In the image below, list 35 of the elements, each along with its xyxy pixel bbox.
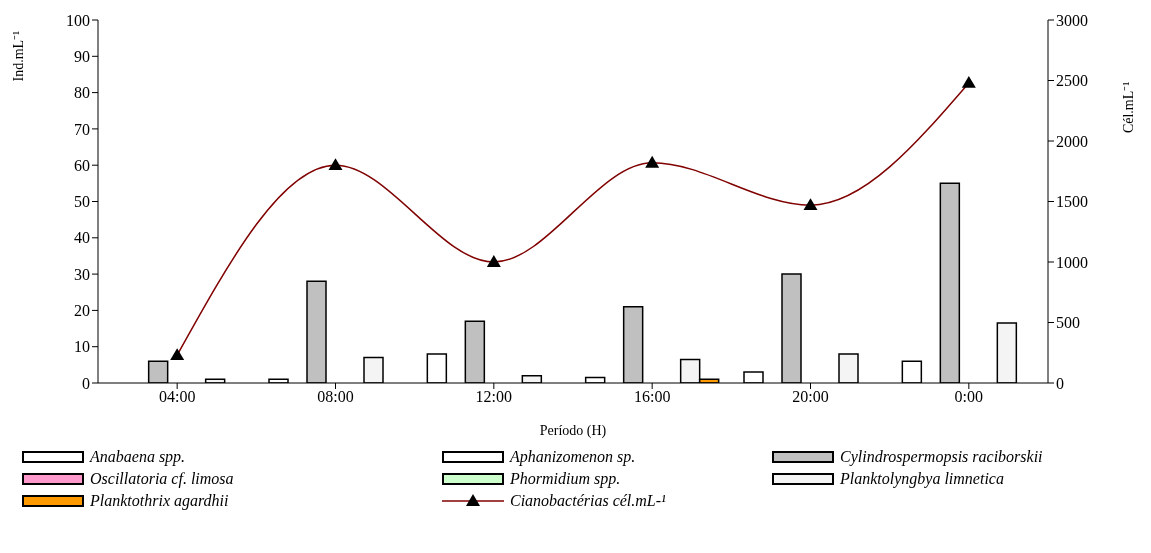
legend-label: Planktolyngbya limnetica — [840, 470, 1004, 488]
y-tick-label: 90 — [74, 47, 90, 65]
x-tick-label: 12:00 — [475, 388, 513, 406]
legend-label: Cylindrospermopsis raciborskii — [840, 448, 1043, 466]
y2-tick-label: 1500 — [1056, 193, 1088, 211]
legend-label: Planktothrix agardhii — [90, 492, 229, 510]
y-tick-label: 10 — [74, 338, 90, 356]
y-tick-label: 0 — [82, 374, 90, 392]
y-tick-label: 50 — [74, 193, 90, 211]
x-tick-label: 20:00 — [792, 388, 829, 406]
legend-label: Oscillatoria cf. limosa — [90, 470, 234, 488]
y-tick-label: 80 — [74, 84, 90, 102]
legend-label: Aphanizomenon sp. — [510, 448, 636, 466]
y-tick-label: 70 — [74, 120, 90, 138]
y2-tick-label: 0 — [1056, 374, 1064, 392]
y2-tick-label: 2000 — [1056, 132, 1088, 150]
legend-label: Phormidium spp. — [510, 470, 621, 488]
y-axis-title: Ind.mL⁻¹ — [10, 30, 26, 82]
y-tick-label: 40 — [74, 229, 90, 247]
y2-tick-label: 1000 — [1056, 253, 1088, 271]
legend-label: Anabaena spp. — [90, 448, 186, 466]
y2-axis-title: Cél.mL⁻¹ — [1120, 81, 1136, 134]
y2-tick-label: 500 — [1056, 314, 1080, 332]
y2-tick-label: 3000 — [1056, 11, 1088, 29]
x-tick-label: 04:00 — [158, 388, 196, 406]
legend-label: Cianobactérias cél.mL-¹ — [510, 492, 666, 510]
x-tick-label: 0:00 — [954, 388, 984, 406]
x-tick-label: 16:00 — [633, 388, 671, 406]
y-tick-label: 20 — [74, 302, 90, 320]
x-axis-title: Período (H) — [539, 423, 607, 439]
y-tick-label: 30 — [74, 265, 90, 283]
y2-tick-label: 2500 — [1056, 72, 1088, 90]
y-tick-label: 100 — [66, 11, 90, 29]
x-tick-label: 08:00 — [317, 388, 354, 406]
y-tick-label: 60 — [74, 156, 90, 174]
